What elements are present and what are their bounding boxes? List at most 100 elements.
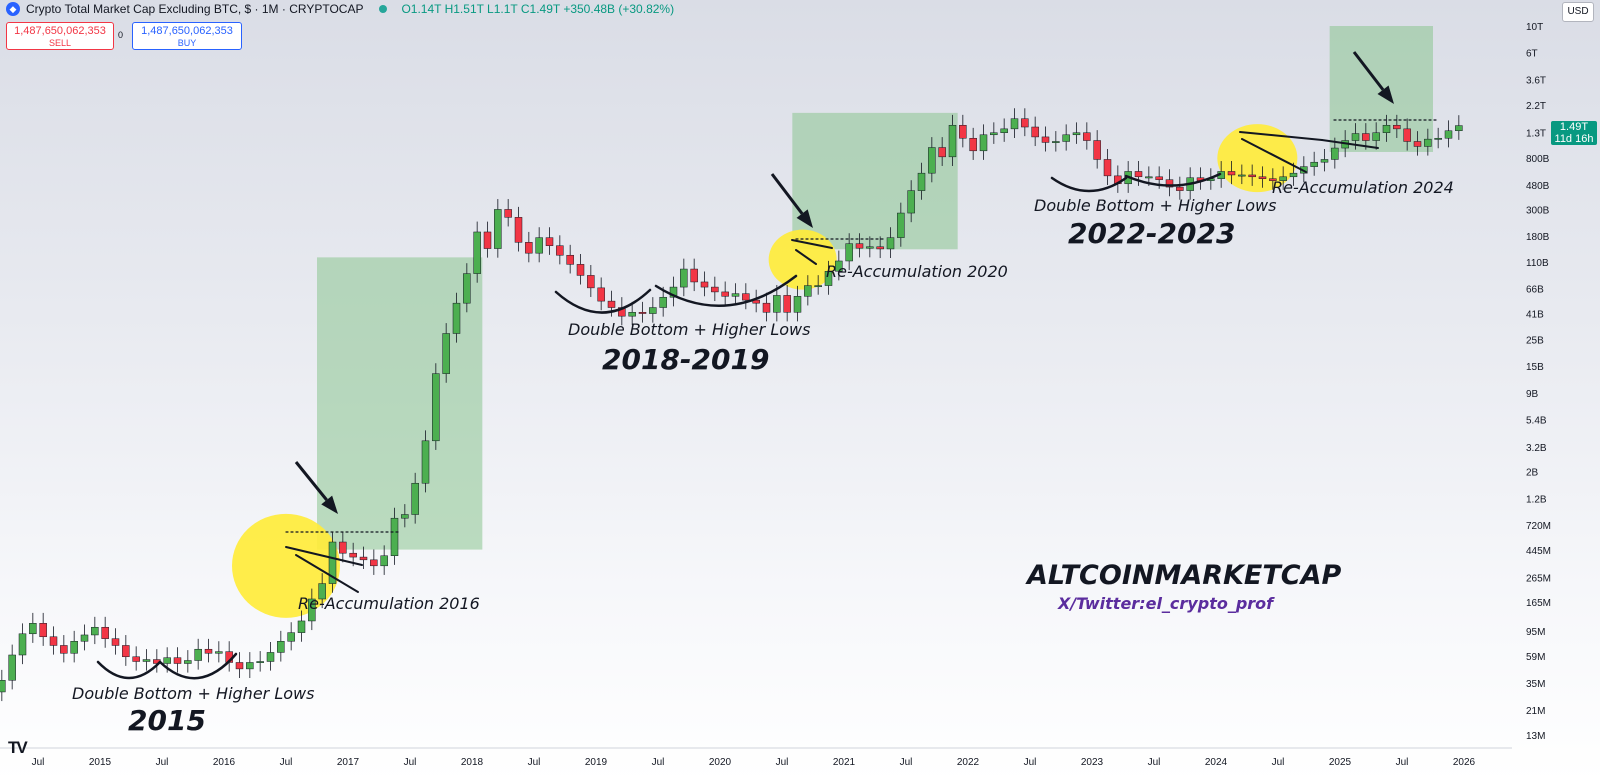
time-tick-label: 2015 <box>89 757 112 768</box>
annotation-pattern-2022: Double Bottom + Higher Lows <box>1034 196 1277 215</box>
time-tick-label: 2025 <box>1329 757 1352 768</box>
candle <box>277 630 285 662</box>
currency-selector[interactable]: USD <box>1562 2 1594 22</box>
expansion-zone-2 <box>792 112 958 250</box>
candle-body <box>886 237 895 250</box>
candle <box>793 285 802 322</box>
twitter-handle: X/Twitter:el_crypto_prof <box>1058 594 1274 613</box>
candle <box>928 137 936 183</box>
candle-body <box>607 300 616 308</box>
time-tick-label: Jul <box>156 757 169 768</box>
candle-body <box>287 632 295 642</box>
time-tick-label: Jul <box>404 757 417 768</box>
annotation-reaccumulation-2020: Re-Accumulation 2020 <box>826 262 1008 281</box>
candle <box>1320 149 1329 172</box>
candle <box>680 258 688 297</box>
candle <box>835 250 843 281</box>
candle-body <box>917 172 926 191</box>
bar-countdown: 11d 16h <box>1554 133 1594 145</box>
candle-body <box>1227 171 1236 176</box>
candle-body <box>8 654 16 681</box>
candle-body <box>638 312 647 314</box>
candle <box>287 622 295 651</box>
candle <box>1393 114 1401 138</box>
candle-body <box>845 243 853 262</box>
annotation-pattern-2015: Double Bottom + Higher Lows <box>72 684 315 703</box>
pennant-trendline <box>1239 131 1323 141</box>
candle <box>1000 118 1008 142</box>
time-tick-label: 2026 <box>1453 757 1476 768</box>
candle-body <box>1155 176 1163 180</box>
candle <box>49 626 58 655</box>
candle <box>235 652 244 679</box>
market-status-icon[interactable] <box>379 5 388 13</box>
candle-body <box>1238 174 1246 177</box>
candle-body <box>1444 130 1453 139</box>
annotation-year-2018-2019: 2018-2019 <box>602 343 770 376</box>
candle-body <box>959 124 967 139</box>
price-tick-label: 6T <box>1526 49 1538 60</box>
candle-body <box>370 559 378 567</box>
candle-body <box>411 482 419 515</box>
candle-body <box>1041 136 1050 143</box>
candle-body <box>452 302 461 334</box>
candle <box>266 642 275 671</box>
candle <box>204 638 213 663</box>
candle <box>783 285 791 322</box>
candle-body <box>246 662 254 670</box>
candle-body <box>359 556 368 561</box>
arrow-shaft <box>294 461 328 501</box>
candle-body <box>318 583 326 600</box>
candle-body <box>473 231 481 274</box>
candle-body <box>628 312 636 317</box>
candle <box>1062 124 1070 151</box>
price-tick-label: 300B <box>1526 205 1550 216</box>
price-tick-label: 5.4B <box>1526 416 1547 427</box>
candle-body <box>70 641 78 654</box>
candle-body <box>907 190 915 214</box>
price-tick-label: 66B <box>1526 285 1544 296</box>
expansion-zone-1 <box>317 257 483 550</box>
candle <box>1165 169 1174 197</box>
price-tick-label: 180B <box>1526 232 1550 243</box>
candle <box>339 531 347 563</box>
price-tick-label: 445M <box>1526 546 1551 557</box>
price-tick-label: 110B <box>1526 258 1549 269</box>
candle <box>907 180 915 223</box>
candle-body <box>390 517 399 557</box>
time-tick-label: 2019 <box>585 757 608 768</box>
candle <box>411 472 419 524</box>
coin-icon[interactable]: ◆ <box>6 2 20 16</box>
tradingview-logo-icon[interactable]: TV <box>8 738 28 757</box>
candle <box>814 275 822 295</box>
candle-body <box>173 657 182 664</box>
candle <box>876 236 884 259</box>
candle <box>514 206 523 252</box>
candle-body <box>0 680 6 693</box>
reaccumulation-highlight-3 <box>1217 124 1298 193</box>
candle <box>111 628 120 655</box>
candle <box>18 623 27 665</box>
candle-body <box>649 307 657 314</box>
sell-button[interactable]: 1,487,650,062,353 SELL <box>6 22 114 50</box>
candle-body <box>545 237 554 246</box>
candle-body <box>266 652 275 662</box>
higher-low-curve <box>1124 172 1222 187</box>
candle-body <box>122 645 130 658</box>
candle <box>525 231 533 263</box>
last-price-value: 1.49T <box>1559 121 1589 133</box>
ohlc-readout: O1.14T H1.51T L1.1T C1.49T +350.48B (+30… <box>401 2 675 16</box>
chart-title[interactable]: Crypto Total Market Cap Excluding BTC, $… <box>26 2 364 16</box>
candle <box>153 649 161 673</box>
candle-body <box>690 268 698 283</box>
price-axis: 10T 6T 3.6T 2.2T 1.3T 800B 480B 300B 180B 110B 66B… <box>1526 22 1551 742</box>
annotation-year-2015: 2015 <box>128 704 206 737</box>
chart-header: ◆ Crypto Total Market Cap Excluding BTC,… <box>6 2 674 16</box>
price-tick-label: 265M <box>1526 573 1551 584</box>
candle <box>297 610 306 642</box>
candle <box>101 616 109 648</box>
candle <box>1103 149 1112 185</box>
buy-button[interactable]: 1,487,650,062,353 BUY <box>132 22 242 50</box>
candle <box>225 641 233 672</box>
